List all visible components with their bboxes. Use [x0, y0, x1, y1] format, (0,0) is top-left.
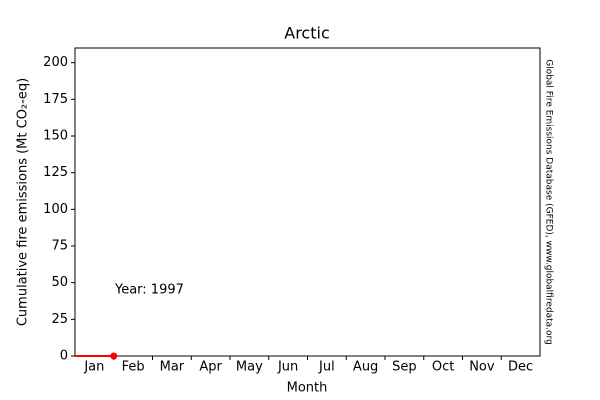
- y-tick-label: 50: [51, 275, 68, 290]
- annotation: Year: 1997: [114, 283, 184, 298]
- x-tick-label: Aug: [353, 360, 378, 375]
- x-tick-label: Mar: [160, 360, 185, 375]
- x-tick-label: Jul: [318, 360, 335, 375]
- x-axis-label: Month: [287, 381, 328, 396]
- y-tick-label: 175: [43, 92, 68, 107]
- y-tick-label: 0: [60, 349, 68, 364]
- x-tick-label: Oct: [432, 360, 454, 375]
- x-tick-label: Jun: [277, 360, 298, 375]
- x-tick-label: Sep: [392, 360, 417, 375]
- y-tick-label: 75: [51, 239, 68, 254]
- x-tick-label: Apr: [199, 360, 222, 375]
- side-note: Global Fire Emissions Database (GFED), w…: [544, 59, 554, 345]
- chart-title: Arctic: [284, 24, 329, 43]
- x-tick-label: Jan: [83, 360, 104, 375]
- y-tick-label: 200: [43, 55, 68, 70]
- y-axis-label: Cumulative fire emissions (Mt CO₂-eq): [16, 78, 31, 326]
- x-tick-label: Dec: [508, 360, 533, 375]
- y-tick-label: 25: [51, 312, 68, 327]
- x-tick-label: Feb: [122, 360, 145, 375]
- y-tick-label: 100: [43, 202, 68, 217]
- plot-frame: [74, 47, 541, 357]
- y-tick-label: 125: [43, 165, 68, 180]
- x-tick-label: May: [236, 360, 263, 375]
- x-tick-label: Nov: [469, 360, 495, 375]
- end-marker: [110, 352, 118, 360]
- y-tick-label: 150: [43, 129, 68, 144]
